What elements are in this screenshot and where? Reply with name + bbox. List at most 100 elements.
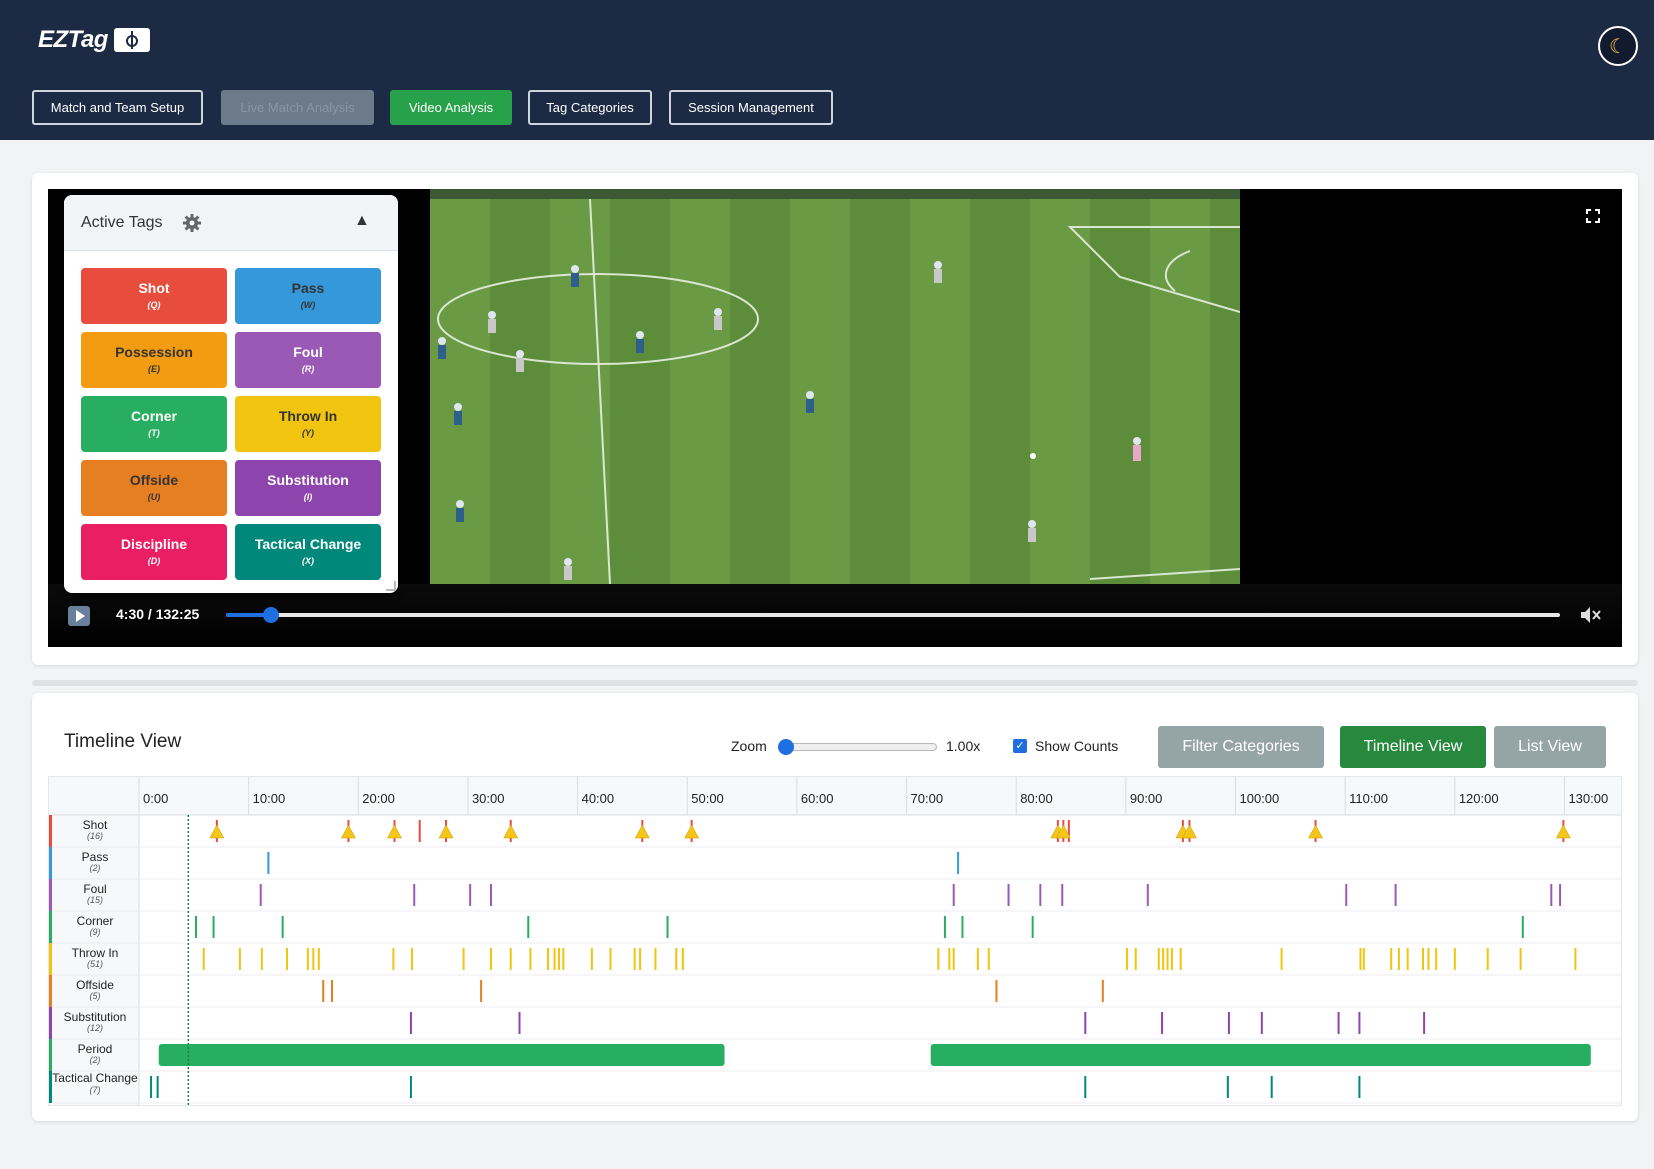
tag-possession-button[interactable]: Possession (E) [81, 332, 227, 388]
warning-icon[interactable] [209, 824, 225, 839]
gear-icon[interactable] [182, 213, 202, 233]
warning-icon[interactable] [1555, 824, 1571, 839]
active-tags-panel: Active Tags ▲ Shot (Q) Pass (W) Possession (E… [64, 195, 398, 593]
timeline-row-label[interactable]: Throw In (51) [51, 947, 139, 970]
warning-icon[interactable] [1308, 824, 1323, 839]
muted-speaker-icon[interactable] [1578, 604, 1602, 626]
tag-name: Discipline [120, 536, 188, 552]
tag-shot-button[interactable]: Shot (Q) [81, 268, 227, 324]
time-axis-header [49, 777, 1621, 815]
player-controls: 4:30 / 132:25 [48, 584, 1622, 647]
warning-icon[interactable] [1182, 824, 1197, 839]
row-count: (12) [86, 1023, 103, 1033]
timeline-title: Timeline View [64, 731, 182, 752]
tag-tactical-change-button[interactable]: Tactical Change (X) [235, 524, 381, 580]
video-frame-football-pitch [430, 189, 1240, 584]
tag-name: Pass [291, 280, 325, 296]
active-tags-header[interactable]: Active Tags ▲ [64, 195, 398, 251]
tag-name: Possession [115, 344, 193, 360]
row-count: (16) [86, 831, 103, 841]
timeline-svg [49, 777, 1621, 1105]
show-counts-checkbox[interactable]: ✓ [1013, 739, 1027, 753]
row-color-marker [49, 847, 52, 879]
filter-categories-button[interactable]: Filter Categories [1158, 726, 1324, 768]
row-count: (2) [89, 863, 101, 873]
list-view-button[interactable]: List View [1494, 726, 1606, 768]
warning-icon[interactable] [503, 824, 519, 839]
warning-icon[interactable] [438, 824, 454, 839]
row-color-marker [49, 911, 52, 943]
tick-label: 100:00 [1239, 791, 1280, 806]
timeline-row-label[interactable]: Shot (16) [51, 819, 139, 842]
tag-corner-button[interactable]: Corner (T) [81, 396, 227, 452]
tick-label: 70:00 [910, 791, 944, 806]
tag-throw-in-button[interactable]: Throw In (Y) [235, 396, 381, 452]
timeline-view-button[interactable]: Timeline View [1340, 726, 1486, 768]
row-count: (2) [89, 1055, 101, 1065]
tag-discipline-button[interactable]: Discipline (D) [81, 524, 227, 580]
top-header: EZTag ☾ Match and Team Setup Live Match A… [0, 0, 1654, 140]
period-bar[interactable] [158, 1044, 725, 1066]
warning-icon[interactable] [341, 824, 356, 839]
timeline-row-label[interactable]: Period (2) [51, 1043, 139, 1066]
period-bar[interactable] [930, 1044, 1591, 1066]
row-name: Throw In [71, 946, 119, 960]
timeline-row-label[interactable]: Corner (9) [51, 915, 139, 938]
tag-shortcut: (Y) [302, 428, 314, 438]
row-name: Pass [81, 850, 109, 864]
row-color-marker [49, 1007, 52, 1039]
nav-session-management-button[interactable]: Session Management [669, 90, 833, 125]
timeline-row-label[interactable]: Tactical Change (7) [51, 1072, 139, 1096]
row-count: (5) [89, 991, 101, 1001]
tag-foul-button[interactable]: Foul (R) [235, 332, 381, 388]
nav-tag-categories-button[interactable]: Tag Categories [528, 90, 652, 125]
row-name: Substitution [63, 1010, 127, 1024]
tag-shortcut: (T) [148, 428, 160, 438]
tick-label: 50:00 [691, 791, 724, 806]
tag-name: Corner [131, 408, 177, 424]
nav-match-and-team-setup-button[interactable]: Match and Team Setup [32, 90, 203, 125]
warning-icon[interactable] [684, 824, 700, 839]
nav-video-analysis-button[interactable]: Video Analysis [390, 90, 512, 125]
dark-mode-toggle-moon-icon[interactable]: ☾ [1598, 26, 1638, 66]
seek-bar-thumb[interactable] [263, 607, 280, 623]
timeline-row-label[interactable]: Pass (2) [51, 851, 139, 874]
timeline-grid[interactable]: 0:00 10:00 20:00 30:00 40:00 50:00 60:00 70:00 8… [48, 776, 1622, 1106]
tick-label: 80:00 [1020, 791, 1053, 806]
tag-offside-button[interactable]: Offside (U) [81, 460, 227, 516]
tag-shortcut: (D) [147, 556, 161, 566]
collapse-triangle-icon[interactable]: ▲ [354, 212, 370, 229]
tag-name: Offside [129, 472, 179, 488]
row-name: Tactical Change [52, 1071, 138, 1085]
timeline-row-label[interactable]: Offside (5) [51, 979, 139, 1002]
timeline-row-label[interactable]: Foul (15) [51, 883, 139, 906]
row-count: (7) [89, 1085, 101, 1095]
tag-substitution-button[interactable]: Substitution (I) [235, 460, 381, 516]
tag-name: Foul [293, 344, 323, 360]
warning-icon[interactable] [387, 824, 402, 839]
row-color-marker [49, 1071, 52, 1103]
zoom-slider-thumb[interactable] [778, 739, 794, 755]
tag-shortcut: (Q) [147, 300, 161, 310]
zoom-slider[interactable] [785, 743, 937, 751]
row-label-column [49, 777, 139, 1105]
app-logo[interactable]: EZTag [38, 26, 150, 54]
tick-label: 60:00 [800, 791, 834, 806]
fullscreen-icon[interactable] [1586, 209, 1600, 223]
tick-label: 120:00 [1458, 791, 1499, 806]
warning-icon[interactable] [1055, 824, 1071, 839]
resize-handle-icon[interactable] [386, 581, 396, 591]
seek-bar-progress [226, 613, 272, 617]
tag-name: Tactical Change [254, 536, 362, 552]
seek-bar[interactable] [226, 607, 1560, 623]
nav-live-match-analysis-button[interactable]: Live Match Analysis [221, 90, 374, 125]
tag-pass-button[interactable]: Pass (W) [235, 268, 381, 324]
timeline-row-label[interactable]: Substitution (12) [51, 1011, 139, 1034]
zoom-value: 1.00x [946, 738, 981, 754]
show-counts-label[interactable]: Show Counts [1035, 738, 1119, 754]
tag-shortcut: (U) [147, 492, 161, 502]
play-icon[interactable] [68, 606, 90, 626]
tag-name: Shot [138, 280, 170, 296]
warning-icon[interactable] [634, 824, 650, 839]
section-divider[interactable] [32, 680, 1638, 686]
